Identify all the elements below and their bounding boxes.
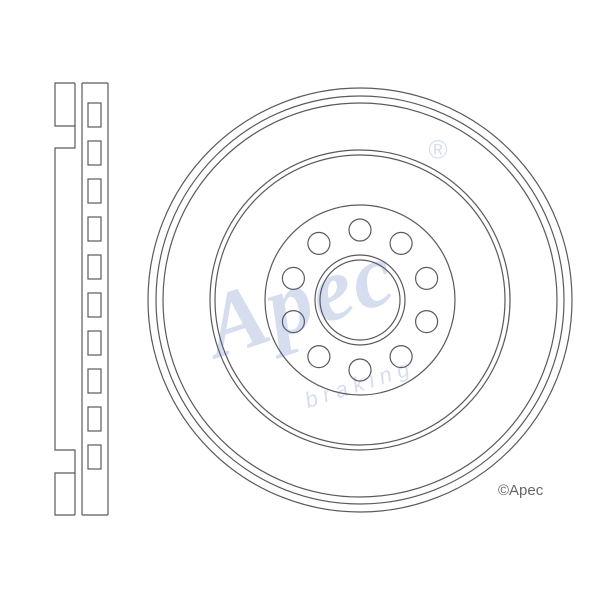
brake-disc-diagram: Apec braking ® ©Apec bbox=[0, 0, 600, 600]
side-view bbox=[55, 83, 108, 515]
copyright-text: ©Apec bbox=[498, 482, 543, 499]
watermark-registered: ® bbox=[428, 135, 447, 166]
